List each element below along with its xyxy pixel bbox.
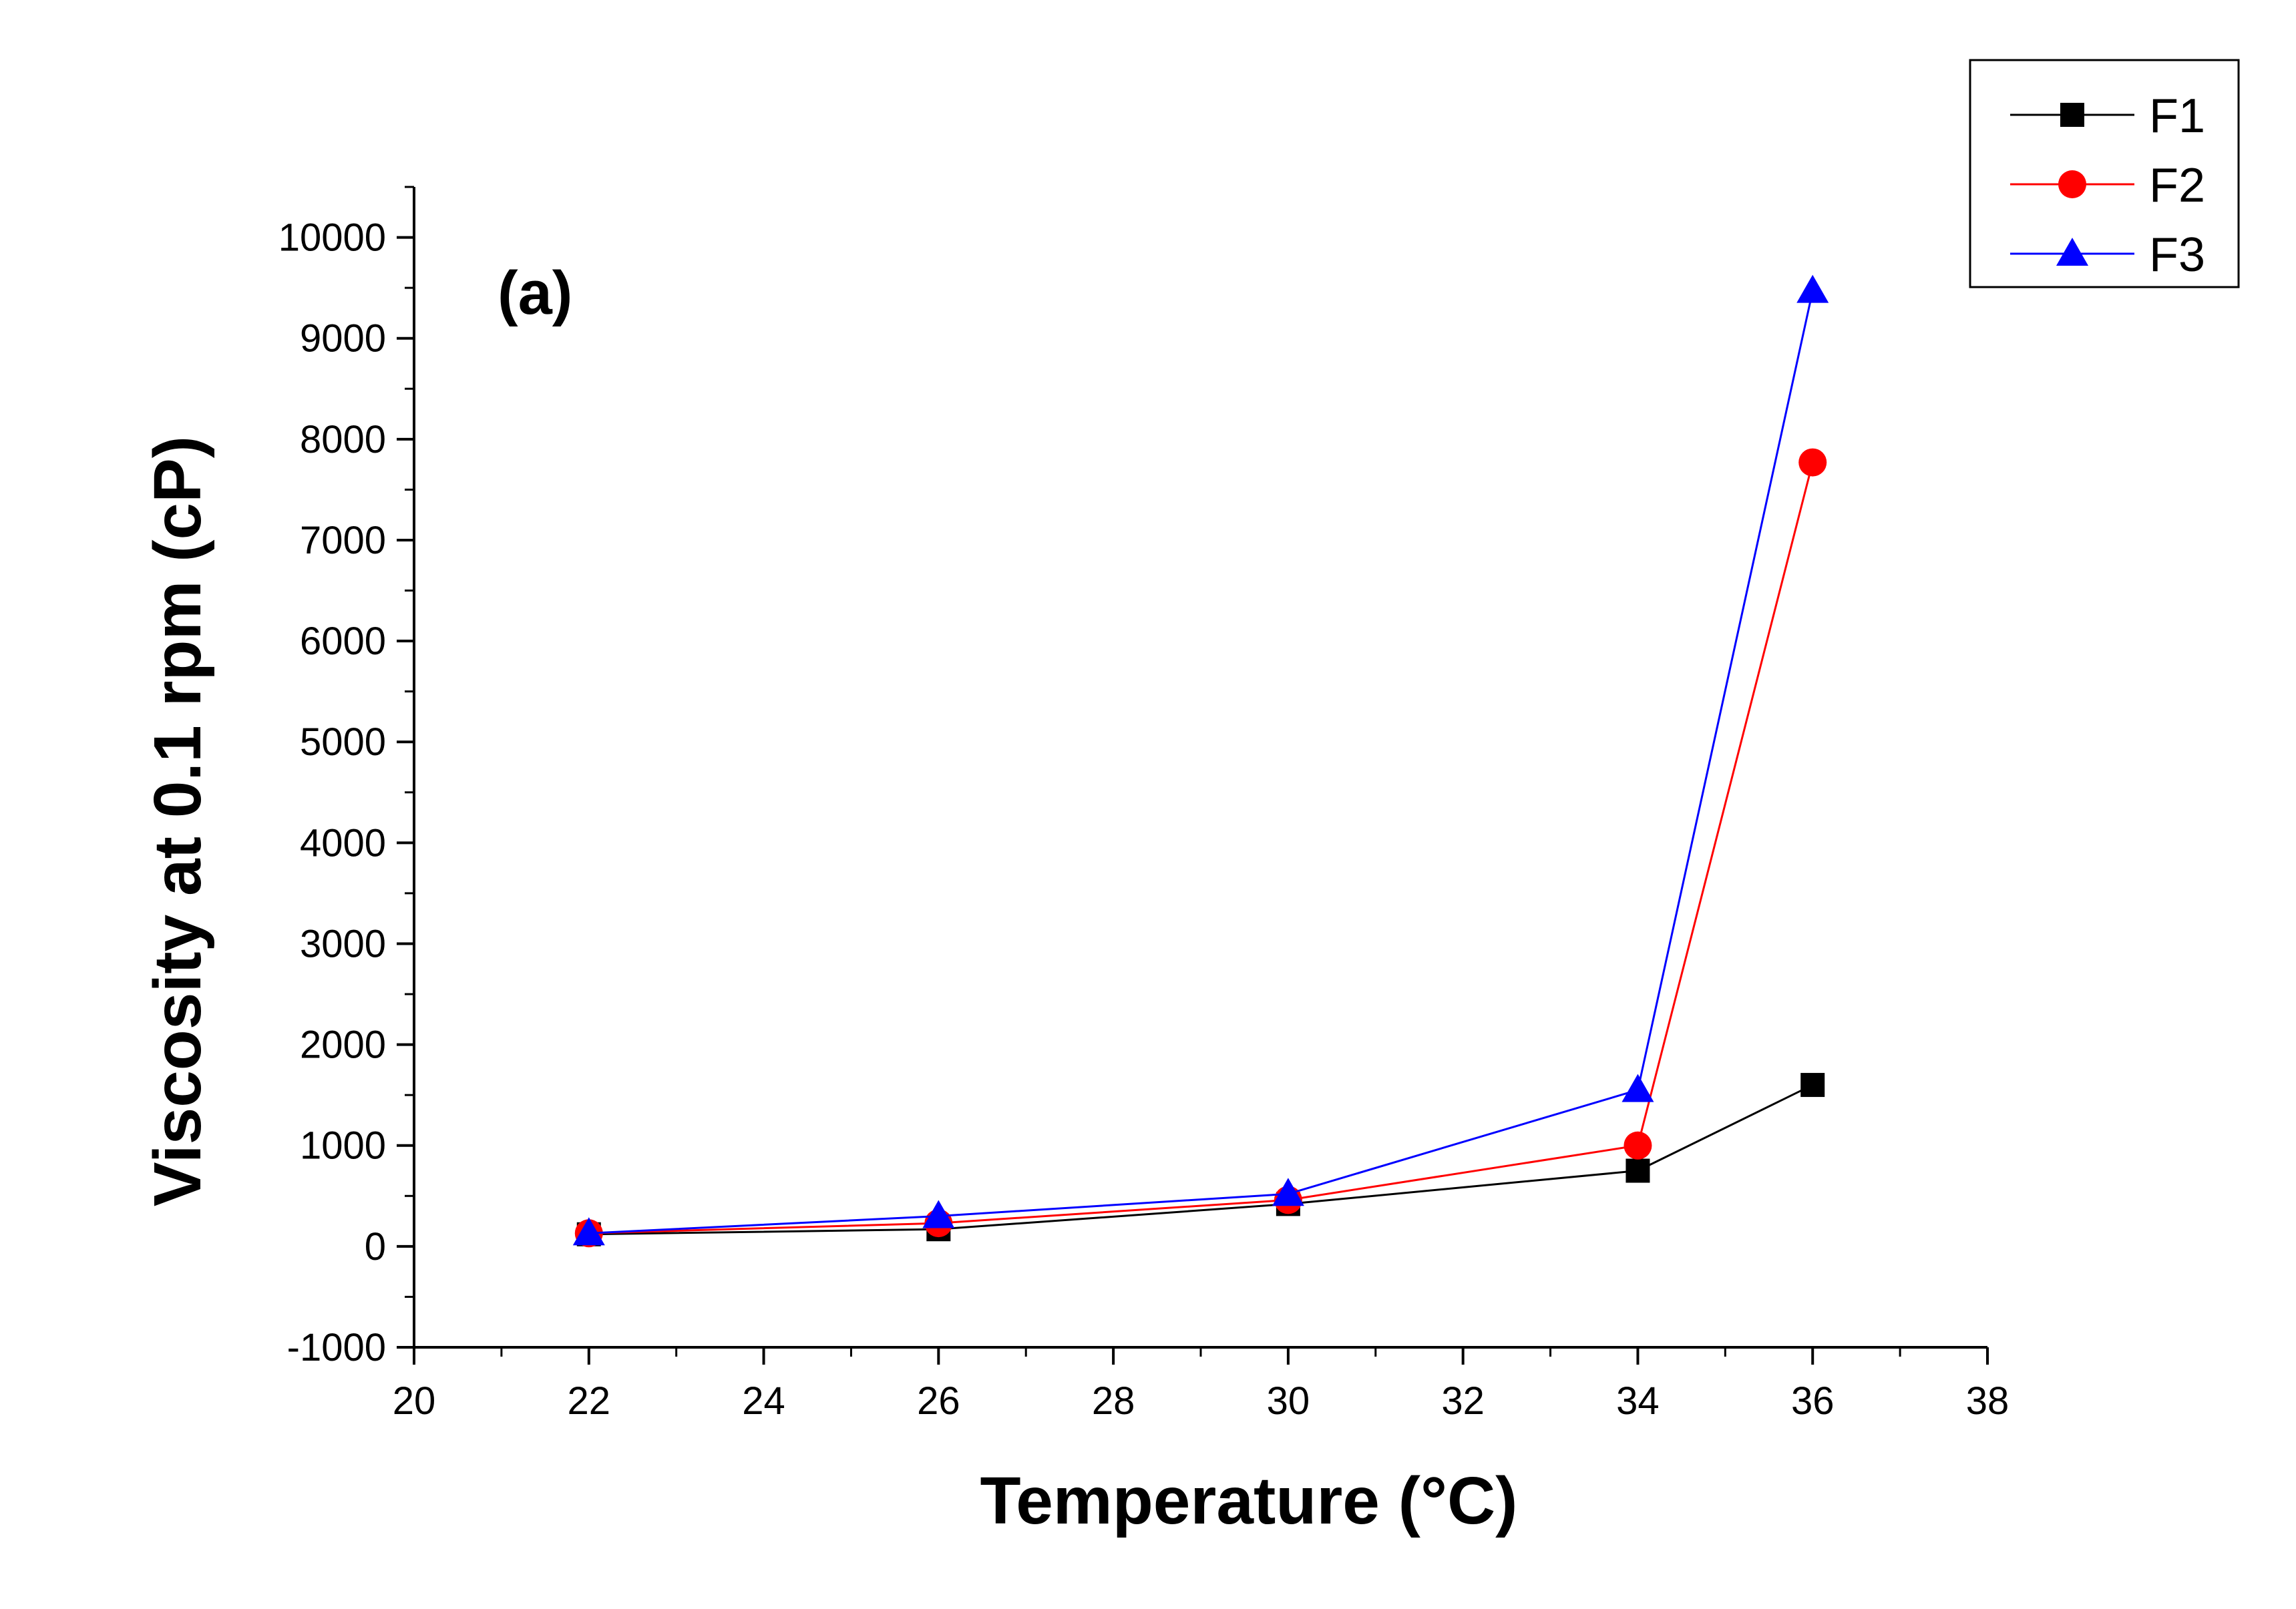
series-line-F2 — [588, 462, 1814, 1234]
x-tick-label: 26 — [917, 1379, 960, 1423]
legend-marker-F1 — [2060, 103, 2084, 127]
y-tick-label: 0 — [365, 1225, 386, 1269]
data-point-F3 — [1272, 1178, 1304, 1206]
panel-label: (a) — [498, 259, 572, 327]
legend-box — [1969, 59, 2240, 288]
data-point-F2 — [1798, 448, 1827, 477]
axes: 20 22 24 26 28 30 32 34 36 38 -1000 0 1000 2000 3000 40… — [278, 186, 2010, 1423]
data-point-F2 — [1623, 1131, 1652, 1160]
data-point-F3 — [1796, 274, 1829, 303]
y-tick-label: 9000 — [300, 317, 386, 361]
legend-label-F2: F2 — [2149, 159, 2205, 212]
x-tick-label: 24 — [742, 1379, 785, 1423]
y-tick-label: 2000 — [300, 1023, 386, 1067]
legend-label-F1: F1 — [2149, 89, 2205, 143]
legend: F1 F2 F3 — [1969, 59, 2240, 288]
legend-item-F3: F3 — [2010, 228, 2205, 282]
series-F3 — [572, 274, 1829, 1246]
data-point-F1 — [1625, 1158, 1650, 1183]
y-tick-label: 10000 — [278, 216, 386, 260]
y-tick-label: 7000 — [300, 519, 386, 562]
y-tick-label: 6000 — [300, 620, 386, 663]
x-tick-label: 28 — [1092, 1379, 1135, 1423]
x-tick-label: 32 — [1441, 1379, 1485, 1423]
x-tick-label: 30 — [1267, 1379, 1310, 1423]
legend-label-F3: F3 — [2149, 228, 2205, 282]
legend-item-F2: F2 — [2010, 159, 2205, 212]
x-tick-label: 34 — [1616, 1379, 1660, 1423]
y-axis-title: Viscosity at 0.1 rpm (cP) — [140, 436, 215, 1206]
series-layer — [572, 274, 1829, 1248]
x-tick-label: 36 — [1791, 1379, 1835, 1423]
y-tick-label: 5000 — [300, 720, 386, 764]
y-tick-label: 3000 — [300, 922, 386, 965]
data-point-F3 — [922, 1200, 955, 1228]
x-tick-label: 38 — [1966, 1379, 2010, 1423]
y-tick-label: 8000 — [300, 418, 386, 461]
legend-marker-F2 — [2058, 170, 2086, 198]
legend-marker-F3 — [2056, 238, 2088, 266]
x-axis-title: Temperature (°C) — [980, 1463, 1518, 1538]
x-tick-label: 20 — [393, 1379, 436, 1423]
y-tick-label: -1000 — [287, 1326, 386, 1369]
legend-item-F1: F1 — [2010, 89, 2205, 143]
data-point-F3 — [1621, 1074, 1654, 1102]
y-tick-label: 1000 — [300, 1124, 386, 1168]
data-point-F1 — [1800, 1073, 1825, 1098]
x-tick-label: 22 — [568, 1379, 611, 1423]
y-tick-label: 4000 — [300, 821, 386, 865]
series-F2 — [574, 448, 1827, 1248]
data-point-F3 — [572, 1217, 605, 1246]
